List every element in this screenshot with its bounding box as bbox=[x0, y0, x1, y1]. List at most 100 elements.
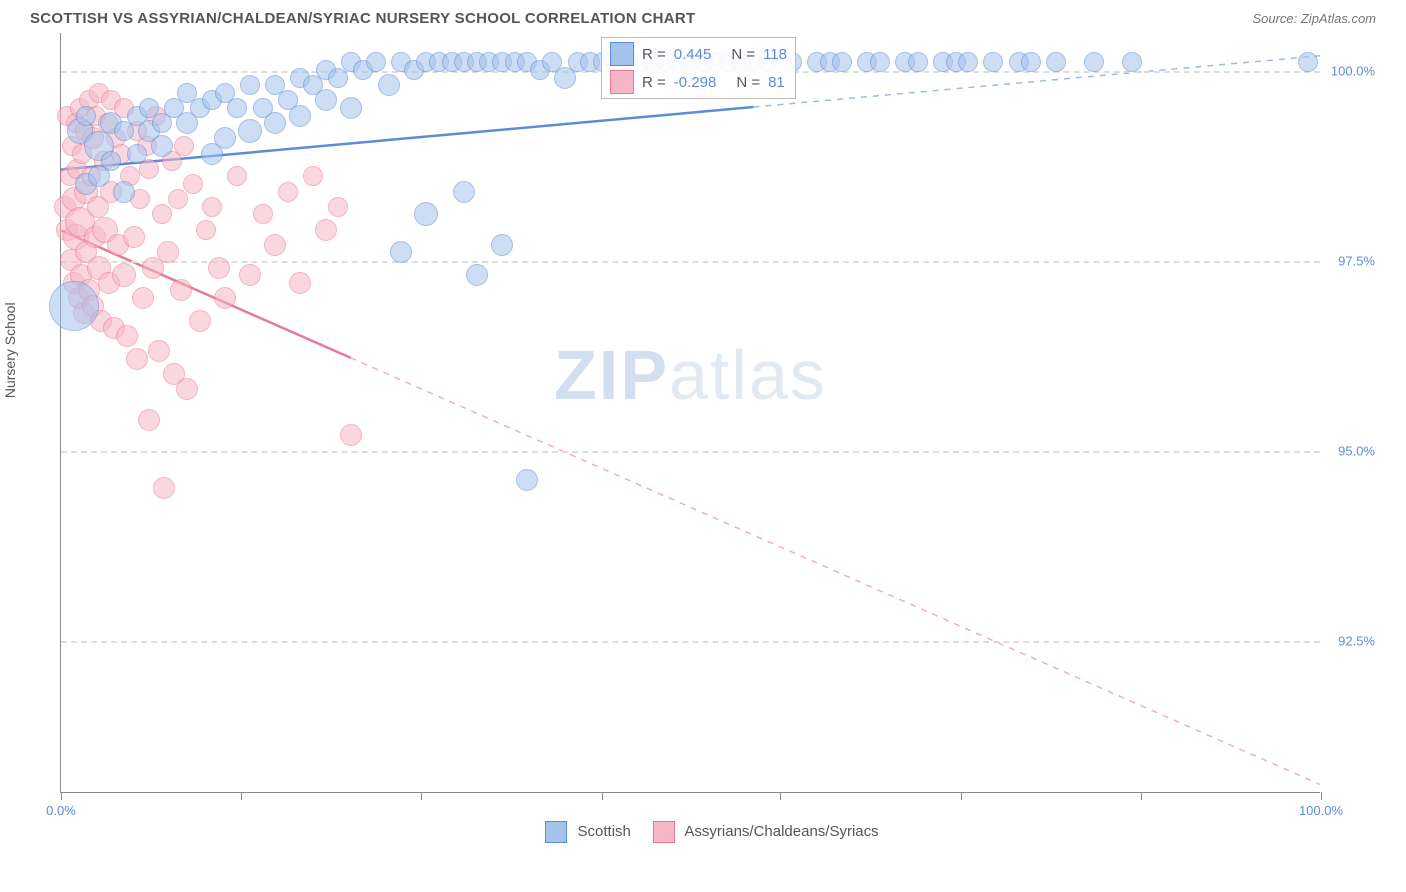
scottish-point bbox=[264, 112, 286, 134]
assyrian-point bbox=[153, 477, 175, 499]
assyrian-point bbox=[152, 204, 172, 224]
scottish-point bbox=[49, 281, 99, 331]
scottish-point bbox=[289, 105, 311, 127]
assyrian-point bbox=[112, 263, 136, 287]
scottish-point bbox=[340, 97, 362, 119]
assyrian-point bbox=[174, 136, 194, 156]
y-tick-label: 95.0% bbox=[1338, 444, 1375, 459]
scottish-point bbox=[832, 52, 852, 72]
y-tick-label: 97.5% bbox=[1338, 254, 1375, 269]
assyrian-point bbox=[138, 409, 160, 431]
r-label: R = bbox=[642, 74, 666, 91]
stats-row-scottish: R = 0.445 N = 118 bbox=[610, 40, 787, 68]
series-legend: Scottish Assyrians/Chaldeans/Syriacs bbox=[30, 821, 1376, 843]
assyrian-point bbox=[208, 257, 230, 279]
y-tick-label: 92.5% bbox=[1338, 634, 1375, 649]
assyrian-point bbox=[239, 264, 261, 286]
scottish-point bbox=[366, 52, 386, 72]
y-tick-label: 100.0% bbox=[1331, 64, 1375, 79]
x-tick bbox=[780, 792, 781, 800]
assyrian-point bbox=[168, 189, 188, 209]
scottish-point bbox=[113, 181, 135, 203]
assyrian-point bbox=[278, 182, 298, 202]
x-tick bbox=[602, 792, 603, 800]
assyrian-point bbox=[126, 348, 148, 370]
x-tick-label: 100.0% bbox=[1299, 803, 1343, 818]
assyrian-point bbox=[227, 166, 247, 186]
n-value-scottish: 118 bbox=[763, 46, 787, 63]
assyrian-point bbox=[214, 287, 236, 309]
scottish-point bbox=[127, 144, 147, 164]
scottish-point bbox=[1122, 52, 1142, 72]
legend-swatch-assyrian bbox=[653, 821, 675, 843]
scottish-point bbox=[870, 52, 890, 72]
scottish-point bbox=[76, 106, 96, 126]
n-label: N = bbox=[731, 46, 755, 63]
x-tick bbox=[421, 792, 422, 800]
scottish-point bbox=[983, 52, 1003, 72]
assyrian-point bbox=[176, 378, 198, 400]
assyrian-point bbox=[253, 204, 273, 224]
assyrian-point bbox=[123, 226, 145, 248]
scottish-point bbox=[378, 74, 400, 96]
scottish-point bbox=[516, 469, 538, 491]
x-tick bbox=[961, 792, 962, 800]
scottish-point bbox=[1298, 52, 1318, 72]
assyrian-point bbox=[170, 279, 192, 301]
scottish-point bbox=[214, 127, 236, 149]
x-tick bbox=[1141, 792, 1142, 800]
legend-label-scottish: Scottish bbox=[578, 823, 631, 840]
assyrian-point bbox=[315, 219, 337, 241]
plot-area: ZIPatlas R = 0.445 N = 118 R = -0.298 N … bbox=[60, 33, 1320, 793]
trend-lines bbox=[61, 33, 1320, 792]
assyrian-point bbox=[289, 272, 311, 294]
swatch-scottish bbox=[610, 42, 634, 66]
legend-label-assyrian: Assyrians/Chaldeans/Syriacs bbox=[684, 823, 878, 840]
assyrian-point bbox=[264, 234, 286, 256]
assyrian-point bbox=[196, 220, 216, 240]
r-label: R = bbox=[642, 46, 666, 63]
scottish-point bbox=[1021, 52, 1041, 72]
swatch-assyrian bbox=[610, 70, 634, 94]
x-tick bbox=[1321, 792, 1322, 800]
scottish-point bbox=[101, 151, 121, 171]
stats-row-assyrian: R = -0.298 N = 81 bbox=[610, 68, 787, 96]
scottish-point bbox=[466, 264, 488, 286]
assyrian-point bbox=[183, 174, 203, 194]
gridline bbox=[61, 261, 1320, 263]
chart-title: SCOTTISH VS ASSYRIAN/CHALDEAN/SYRIAC NUR… bbox=[30, 10, 695, 27]
n-label: N = bbox=[736, 74, 760, 91]
r-value-assyrian: -0.298 bbox=[674, 74, 717, 91]
scottish-point bbox=[1046, 52, 1066, 72]
scottish-point bbox=[908, 52, 928, 72]
scottish-point bbox=[1084, 52, 1104, 72]
assyrian-point bbox=[303, 166, 323, 186]
y-axis-label: Nursery School bbox=[2, 302, 18, 398]
gridline bbox=[61, 641, 1320, 643]
assyrian-point bbox=[189, 310, 211, 332]
scottish-point bbox=[227, 98, 247, 118]
assyrian-point bbox=[148, 340, 170, 362]
scottish-point bbox=[491, 234, 513, 256]
stats-legend: R = 0.445 N = 118 R = -0.298 N = 81 bbox=[601, 37, 796, 99]
r-value-scottish: 0.445 bbox=[674, 46, 712, 63]
x-tick bbox=[61, 792, 62, 800]
n-value-assyrian: 81 bbox=[768, 74, 785, 91]
scottish-point bbox=[958, 52, 978, 72]
x-tick-label: 0.0% bbox=[46, 803, 76, 818]
assyrian-point bbox=[340, 424, 362, 446]
scottish-point bbox=[240, 75, 260, 95]
assyrian-point bbox=[116, 325, 138, 347]
scottish-point bbox=[414, 202, 438, 226]
legend-swatch-scottish bbox=[545, 821, 567, 843]
assyrian-point bbox=[132, 287, 154, 309]
assyrian-point bbox=[202, 197, 222, 217]
scottish-point bbox=[390, 241, 412, 263]
source-attribution: Source: ZipAtlas.com bbox=[1252, 11, 1376, 26]
scottish-point bbox=[315, 89, 337, 111]
watermark: ZIPatlas bbox=[554, 335, 827, 415]
assyrian-point bbox=[328, 197, 348, 217]
assyrian-point bbox=[157, 241, 179, 263]
scottish-point bbox=[151, 135, 173, 157]
scottish-point bbox=[453, 181, 475, 203]
